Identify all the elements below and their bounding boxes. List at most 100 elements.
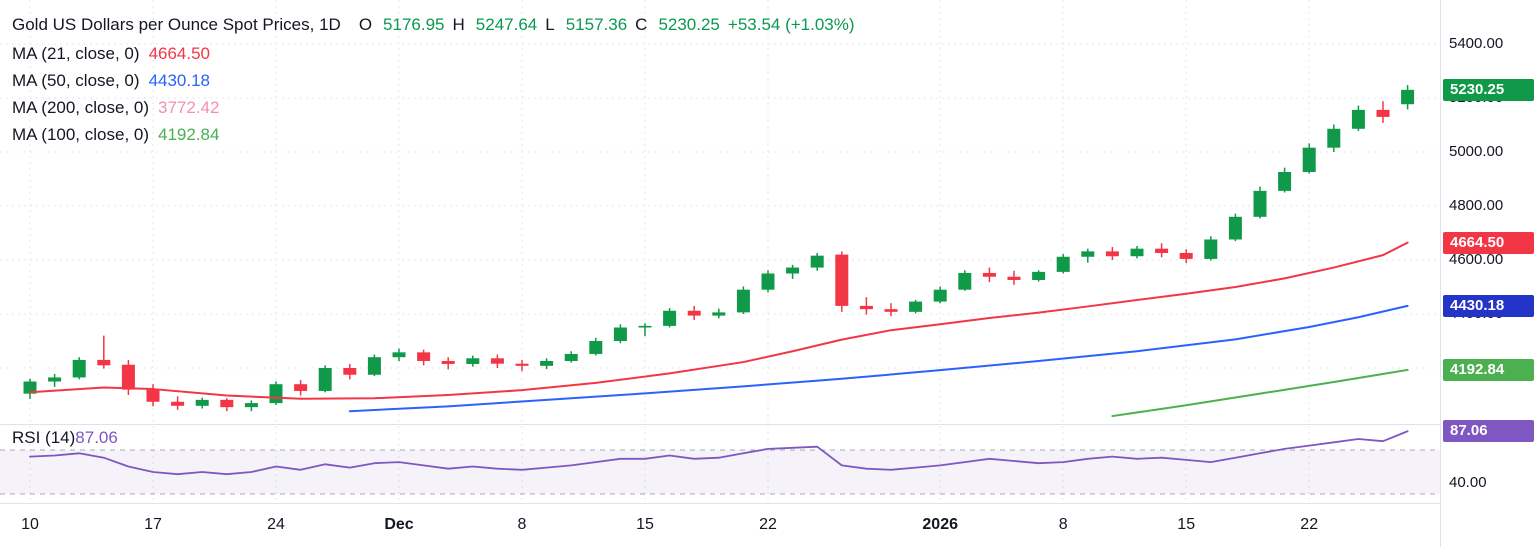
candle-body bbox=[712, 312, 726, 316]
candle[interactable] bbox=[1204, 236, 1218, 261]
candle[interactable] bbox=[441, 357, 455, 370]
ma-legend-row-100[interactable]: MA (100, close, 0) 4192.84 bbox=[12, 121, 855, 148]
candle[interactable] bbox=[220, 398, 234, 412]
candle-body bbox=[195, 399, 209, 406]
candle[interactable] bbox=[589, 337, 603, 356]
ma50-line bbox=[348, 304, 1409, 413]
open-value: 5176.95 bbox=[383, 15, 445, 34]
candle[interactable] bbox=[367, 354, 381, 377]
chart-plot[interactable] bbox=[0, 0, 1440, 547]
candle-body bbox=[48, 377, 62, 382]
ma100-line bbox=[1111, 368, 1409, 418]
candle[interactable] bbox=[982, 267, 996, 283]
candle[interactable] bbox=[810, 252, 824, 271]
ma-100-value: 4192.84 bbox=[158, 124, 220, 144]
price-badge: 4192.84 bbox=[1443, 358, 1534, 381]
candle[interactable] bbox=[859, 297, 873, 315]
candle[interactable] bbox=[195, 397, 209, 409]
candle[interactable] bbox=[1007, 270, 1021, 285]
candle[interactable] bbox=[884, 303, 898, 317]
price-axis[interactable]: 5400.005200.005000.004800.004600.004400.… bbox=[1440, 0, 1536, 547]
candle[interactable] bbox=[318, 365, 332, 393]
candle-body bbox=[121, 364, 135, 390]
candle-body bbox=[958, 272, 972, 290]
candle-body bbox=[343, 368, 357, 375]
candle[interactable] bbox=[909, 299, 923, 314]
candle[interactable] bbox=[958, 270, 972, 291]
ma-legend-row-50[interactable]: MA (50, close, 0) 4430.18 bbox=[12, 67, 855, 94]
candle[interactable] bbox=[146, 384, 160, 407]
candle-body bbox=[736, 289, 750, 313]
candle[interactable] bbox=[712, 308, 726, 319]
time-axis[interactable]: 10 17 24 Dec 8 15 22 2026 8 15 22 bbox=[0, 504, 1536, 547]
candle-body bbox=[220, 399, 234, 408]
candle[interactable] bbox=[1302, 143, 1316, 174]
candle[interactable] bbox=[1401, 85, 1415, 110]
candle[interactable] bbox=[1179, 249, 1193, 264]
candle[interactable] bbox=[613, 324, 627, 344]
candle[interactable] bbox=[638, 323, 652, 337]
candle[interactable] bbox=[663, 308, 677, 328]
high-label: H bbox=[452, 15, 465, 34]
candle[interactable] bbox=[72, 357, 86, 380]
candle[interactable] bbox=[835, 251, 849, 312]
candle-body bbox=[72, 359, 86, 378]
ma-200-label: MA (200, close, 0) bbox=[12, 97, 150, 117]
candle[interactable] bbox=[97, 335, 111, 369]
candle[interactable] bbox=[1228, 213, 1242, 242]
legend: Gold US Dollars per Ounce Spot Prices, 1… bbox=[12, 10, 855, 148]
low-value: 5157.36 bbox=[565, 15, 628, 34]
candle[interactable] bbox=[23, 378, 37, 400]
candle[interactable] bbox=[1056, 254, 1070, 274]
candle[interactable] bbox=[171, 396, 185, 410]
candle[interactable] bbox=[933, 286, 947, 304]
candle[interactable] bbox=[1081, 248, 1095, 263]
ma-21-label: MA (21, close, 0) bbox=[12, 43, 140, 63]
candle[interactable] bbox=[1155, 243, 1169, 258]
pane-separator[interactable] bbox=[0, 424, 1536, 425]
candle[interactable] bbox=[1130, 245, 1144, 259]
candle[interactable] bbox=[490, 354, 504, 369]
candle[interactable] bbox=[1105, 247, 1119, 260]
candle[interactable] bbox=[1376, 101, 1390, 123]
candle[interactable] bbox=[343, 363, 357, 380]
price-axis-label: 4800.00 bbox=[1449, 197, 1504, 214]
candle[interactable] bbox=[540, 358, 554, 370]
time-axis-label: Dec bbox=[384, 516, 414, 533]
candle[interactable] bbox=[294, 380, 308, 396]
candle[interactable] bbox=[786, 264, 800, 279]
candle[interactable] bbox=[392, 348, 406, 362]
candle[interactable] bbox=[1032, 270, 1046, 282]
candle[interactable] bbox=[244, 400, 258, 412]
candle-body bbox=[417, 352, 431, 361]
candle[interactable] bbox=[269, 381, 283, 405]
rsi-legend-row[interactable]: RSI (14) 87.06 bbox=[12, 426, 118, 450]
candle[interactable] bbox=[761, 270, 775, 293]
candle-body bbox=[23, 381, 37, 394]
candle-body bbox=[982, 272, 996, 277]
candle[interactable] bbox=[515, 359, 529, 372]
candle-body bbox=[1032, 271, 1046, 280]
candle[interactable] bbox=[564, 351, 578, 363]
candle[interactable] bbox=[121, 359, 135, 395]
candle-body bbox=[146, 389, 160, 402]
candle-body bbox=[810, 255, 824, 268]
ma-legend-row-200[interactable]: MA (200, close, 0) 3772.42 bbox=[12, 94, 855, 121]
candle[interactable] bbox=[1327, 124, 1341, 152]
ma-legend-row-21[interactable]: MA (21, close, 0) 4664.50 bbox=[12, 40, 855, 67]
candle[interactable] bbox=[687, 305, 701, 320]
price-axis-label: 4600.00 bbox=[1449, 251, 1504, 268]
candle[interactable] bbox=[48, 373, 62, 387]
candle[interactable] bbox=[1253, 186, 1267, 219]
candle[interactable] bbox=[1351, 105, 1365, 131]
candle[interactable] bbox=[736, 286, 750, 314]
candle[interactable] bbox=[417, 349, 431, 366]
symbol-title-row[interactable]: Gold US Dollars per Ounce Spot Prices, 1… bbox=[12, 10, 855, 40]
time-axis-label: 17 bbox=[144, 516, 162, 533]
ohlc-high: H 5247.64 bbox=[453, 15, 538, 35]
candle-body bbox=[1228, 216, 1242, 240]
candle[interactable] bbox=[466, 355, 480, 367]
candle[interactable] bbox=[1278, 167, 1292, 193]
rsi-value: 87.06 bbox=[75, 428, 118, 447]
